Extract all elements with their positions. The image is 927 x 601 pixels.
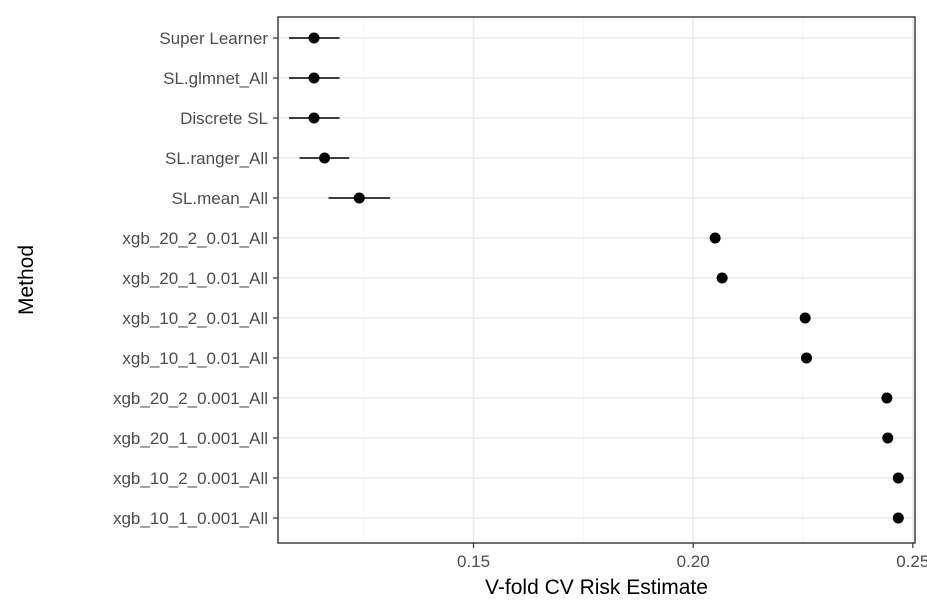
data-point (892, 512, 904, 524)
grid-layer (278, 17, 915, 543)
data-point (800, 352, 812, 364)
y-tick-label: Super Learner (159, 29, 268, 48)
data-point (709, 232, 721, 244)
y-tick-label: xgb_20_1_0.01_All (122, 269, 268, 288)
y-tick-label: Discrete SL (180, 109, 268, 128)
data-point (319, 152, 331, 164)
y-tick-label: xgb_10_1_0.001_All (113, 509, 268, 528)
data-point (308, 112, 320, 124)
data-point (353, 192, 365, 204)
data-point (892, 472, 904, 484)
y-tick-label: xgb_20_1_0.001_All (113, 429, 268, 448)
panel-border (277, 16, 916, 544)
data-point (881, 392, 893, 404)
x-axis-title: V-fold CV Risk Estimate (485, 576, 708, 599)
y-tick-label: SL.mean_All (172, 189, 268, 208)
y-tick-label: SL.ranger_All (165, 149, 268, 168)
data-point (799, 312, 811, 324)
data-point (882, 432, 894, 444)
y-axis-title: Method (15, 245, 38, 315)
y-tick-label: xgb_10_1_0.01_All (122, 349, 268, 368)
point-layer (308, 32, 904, 524)
y-tick-label: xgb_10_2_0.001_All (113, 469, 268, 488)
y-tick-label: xgb_10_2_0.01_All (122, 309, 268, 328)
y-tick-label: xgb_20_2_0.001_All (113, 389, 268, 408)
data-point (308, 72, 320, 84)
x-tick-label: 0.25 (896, 552, 927, 571)
x-tick-label: 0.20 (677, 552, 710, 571)
y-tick-label: xgb_20_2_0.01_All (122, 229, 268, 248)
data-point (308, 32, 320, 44)
data-point (716, 272, 728, 284)
y-tick-label: SL.glmnet_All (163, 69, 268, 88)
axis-layer: Super Learner SL.glmnet_All Discrete SL SL.… (113, 29, 927, 571)
x-tick-label: 0.15 (457, 552, 490, 571)
